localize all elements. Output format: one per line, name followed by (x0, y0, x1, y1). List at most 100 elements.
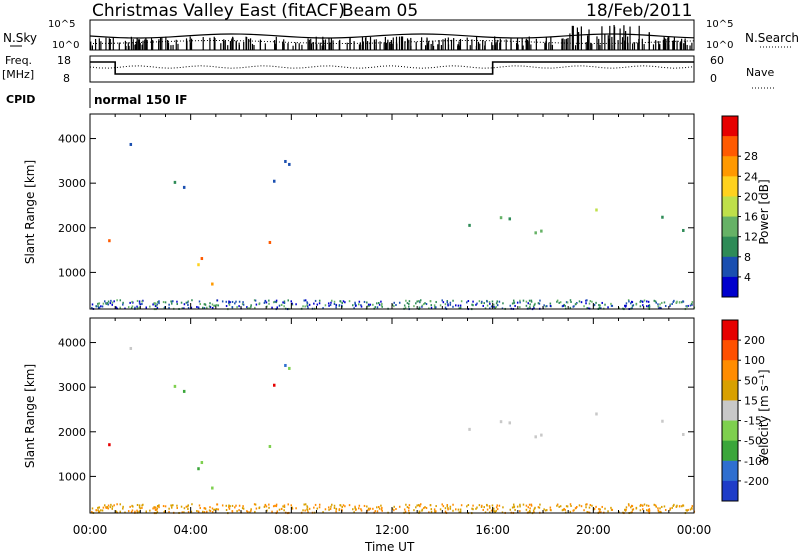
velocity-cell (196, 509, 198, 512)
power-cell (398, 301, 401, 304)
noise-bar (608, 38, 610, 50)
velocity-cell (527, 506, 530, 509)
power-cell (360, 305, 363, 308)
power-cell (599, 304, 601, 307)
velocity-cell (358, 504, 361, 507)
power-cell (639, 305, 642, 308)
power-cell (180, 301, 183, 304)
power-cell (280, 303, 283, 306)
noise-bar (544, 42, 546, 50)
noise-bar (387, 39, 389, 50)
power-cell (249, 307, 251, 310)
velocity-cell (255, 507, 258, 510)
power-cell (558, 301, 560, 304)
velocity-cell (525, 508, 528, 511)
velocity-cell (395, 508, 397, 511)
velocity-cell (435, 510, 437, 513)
power-cell (447, 304, 449, 307)
power-cell (353, 307, 355, 310)
power-cell (162, 301, 165, 304)
power-cell (648, 305, 651, 308)
power-cell (423, 303, 425, 306)
velocity-cell (145, 510, 148, 513)
power-cell (486, 304, 489, 307)
velocity-cell (625, 508, 627, 511)
x-tick-label: 12:00 (375, 523, 410, 537)
power-cell (566, 301, 569, 304)
power-cell (134, 306, 136, 309)
velocity-cell (180, 505, 183, 508)
velocity-cell (283, 504, 286, 507)
colorbar-swatch (722, 156, 738, 177)
power-cell (324, 304, 327, 307)
power-cell (225, 300, 228, 303)
velocity-cell (333, 504, 336, 507)
noise-bar (390, 43, 392, 50)
noise-bar (328, 38, 330, 50)
noise-bar (667, 37, 669, 50)
velocity-cell (664, 508, 667, 511)
power-cell (228, 300, 230, 303)
colorbar-tick-label: 15 (744, 394, 758, 407)
power-cell (187, 304, 189, 307)
noise-panel: N.Sky 10^5 10^0 10^5 10^0 N.Search (3, 19, 799, 51)
noise-bar (349, 37, 351, 50)
velocity-cell (154, 507, 156, 510)
velocity-cell (607, 510, 609, 513)
velocity-cell (562, 508, 565, 511)
power-cell (631, 304, 634, 307)
velocity-cell (276, 510, 278, 513)
power-cell (669, 303, 672, 306)
velocity-cell (540, 433, 543, 437)
power-cell (654, 300, 657, 303)
velocity-cell (508, 421, 512, 425)
noise-bar (136, 38, 138, 50)
power-cell (368, 304, 370, 307)
power-cell (406, 302, 409, 305)
power-cell (154, 303, 156, 306)
velocity-cell (164, 505, 167, 508)
noise-bar (652, 44, 655, 50)
power-cell (176, 303, 178, 306)
velocity-cell (446, 504, 449, 507)
power-cell (156, 304, 158, 307)
noise-bar (359, 42, 361, 50)
power-cell (585, 299, 587, 302)
power-cell (211, 307, 214, 310)
velocity-cell (673, 503, 675, 506)
velocity-cell (304, 503, 307, 506)
velocity-cell (354, 505, 356, 508)
time-axis-title: Time UT (364, 540, 415, 554)
velocity-cell (288, 366, 291, 370)
velocity-cell (639, 509, 642, 512)
power-cell (417, 300, 420, 303)
noise-bar (353, 41, 355, 50)
power-cell (108, 239, 111, 243)
noise-bar (245, 38, 247, 50)
noise-bar (438, 40, 440, 50)
noise-sky-line (89, 33, 695, 39)
freq-tick-high: 18 (57, 54, 71, 67)
noise-bar (576, 27, 578, 50)
velocity-cell (406, 506, 409, 509)
power-cell (358, 303, 360, 306)
velocity-cell (208, 509, 211, 512)
power-cell (442, 301, 445, 304)
power-heatmap (91, 142, 696, 311)
velocity-cell (172, 504, 174, 507)
noise-bar (401, 36, 404, 50)
freq-label: Freq. (5, 54, 32, 67)
noise-bar (175, 39, 177, 50)
power-cell (484, 307, 487, 310)
power-cell (458, 307, 460, 310)
velocity-cell (563, 507, 565, 510)
power-cell (496, 304, 499, 307)
power-cell (502, 302, 504, 305)
power-cell (601, 301, 603, 304)
noise-bar (90, 41, 92, 50)
power-cell (586, 307, 588, 310)
noise-bar (170, 45, 172, 50)
colorbar-swatch (722, 256, 738, 278)
noise-search-line (89, 40, 695, 44)
power-cell (314, 299, 317, 302)
